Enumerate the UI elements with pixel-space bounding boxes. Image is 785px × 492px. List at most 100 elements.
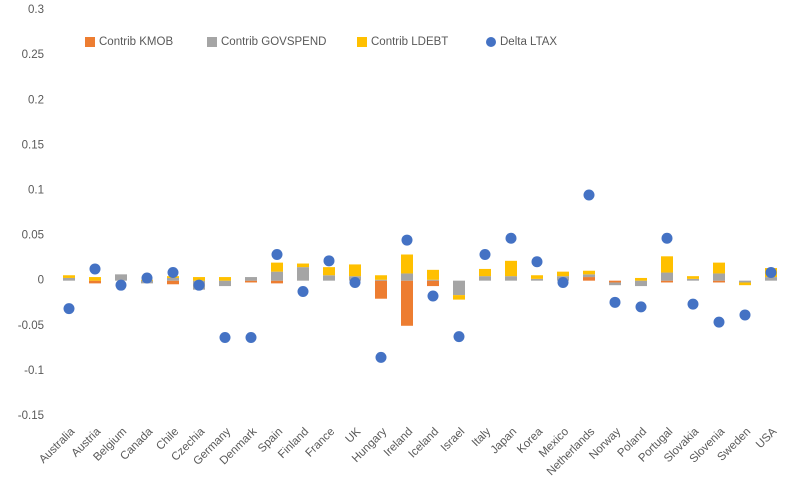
bar [739,280,751,283]
point [115,279,127,291]
bar [609,280,621,283]
point [141,272,153,284]
point [427,290,439,302]
bar [531,275,543,279]
bar [401,254,413,274]
point [583,189,595,201]
bar [323,275,335,281]
point [739,309,751,321]
point [349,276,361,288]
bar [63,277,75,281]
bar [375,280,387,299]
point [635,301,647,313]
bar [271,271,283,281]
point [245,332,257,344]
point [505,232,517,244]
bar [323,267,335,276]
bar [193,277,205,281]
bar [349,264,361,277]
point [193,279,205,291]
point [323,255,335,267]
bar [219,277,231,281]
bar [271,262,283,272]
legend-label: Contrib GOVSPEND [221,36,326,48]
bar [479,268,491,277]
y-tick-label: -0.15 [18,410,44,422]
point [167,267,179,279]
bar [635,280,647,287]
bar [479,276,491,281]
point [479,249,491,261]
x-tick-label: Australia [37,425,78,466]
bar [375,275,387,280]
bar [609,282,621,286]
bar [219,280,231,287]
bar [453,295,465,300]
y-tick-label: 0 [38,275,44,287]
bar [297,267,309,281]
bar [583,274,595,278]
bar [245,280,257,283]
bar [297,263,309,268]
bar [375,279,387,281]
x-tick-label: USA [754,426,779,451]
bar [63,275,75,278]
bar [167,280,179,285]
y-tick-label: 0.3 [28,4,44,16]
point [219,332,231,344]
point [297,285,309,297]
x-tick-label: Japan [489,426,520,457]
y-tick-label: 0.25 [22,49,44,61]
bar [713,262,725,274]
bar [427,269,439,280]
bar [583,270,595,275]
bar [505,276,517,281]
legend-label: Contrib KMOB [99,36,173,48]
bar [453,280,465,296]
bar [531,278,543,281]
bar [167,277,179,281]
bar [89,280,101,284]
bar [687,278,699,281]
point [687,298,699,310]
bar [635,277,647,281]
bar [115,274,127,281]
legend-label: Contrib LDEBT [371,36,448,48]
bar [687,276,699,279]
bar [713,280,725,283]
y-tick-label: 0.05 [22,230,44,242]
y-tick-label: 0.15 [22,139,44,151]
y-tick-label: 0.2 [28,94,44,106]
bar [661,256,673,273]
point [401,234,413,246]
bar [505,260,517,277]
bar [427,280,439,287]
point [271,249,283,261]
bar [245,277,257,281]
x-tick-label: Israel [439,426,467,454]
y-tick-label: -0.1 [24,365,44,377]
bar [271,280,283,284]
x-tick-label: France [303,426,337,460]
legend-marker [207,37,217,47]
point [609,296,621,308]
bar [427,279,439,281]
bar [661,280,673,283]
y-tick-label: 0.1 [28,184,44,196]
point [713,316,725,328]
bar [557,271,569,277]
bar [713,273,725,281]
legend-label: Delta LTAX [500,36,557,48]
bar [583,277,595,281]
point [89,263,101,275]
point [531,256,543,268]
bar [765,277,777,281]
legend-marker [357,37,367,47]
bar [661,272,673,281]
bar [401,280,413,326]
point [63,303,75,315]
bar [401,273,413,281]
point [557,276,569,288]
point [661,232,673,244]
